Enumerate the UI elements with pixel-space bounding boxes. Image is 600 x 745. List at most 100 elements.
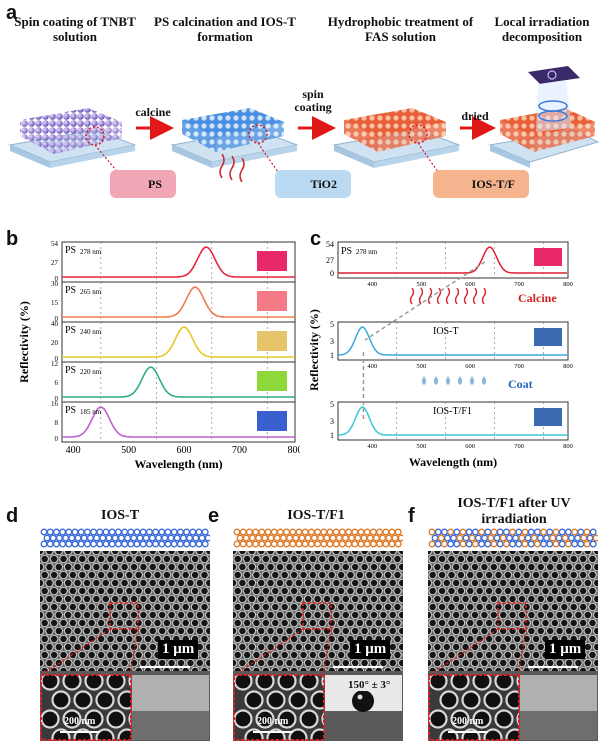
panel-c-photo-0 xyxy=(534,248,562,266)
panel-c-step-coat: Coat xyxy=(508,377,533,391)
panel-b-ytick-0-1: 27 xyxy=(51,259,59,267)
panel-b-ytick-2-2: 0 xyxy=(55,355,59,363)
ios-tf-uv-film xyxy=(500,66,595,152)
panel-c-ytick-1-2: 1 xyxy=(330,351,334,360)
panel-b-ytick-1-1: 15 xyxy=(51,299,59,307)
panel-b-frame-4 xyxy=(61,401,296,443)
arrow-label-spin-coating: spin coating xyxy=(294,87,332,114)
panel-b-ytick-1-0: 30 xyxy=(51,280,59,288)
panel-c-xtick-1-1: 500 xyxy=(416,363,426,370)
panel-b-ytick-2-1: 20 xyxy=(51,339,59,347)
panel-b-ytick-3-1: 6 xyxy=(55,379,59,387)
panel-b-photo-0 xyxy=(257,251,287,271)
panel-c-xtick-1-4: 800 xyxy=(563,363,573,370)
panel-b-xtick-0: 400 xyxy=(66,445,81,456)
panel-d-label: d xyxy=(6,505,19,527)
panel-b-row-size-2: 240 nm xyxy=(80,328,102,336)
panel-b-ytick-4-0: 16 xyxy=(51,400,59,408)
panel-b-ytick-0-0: 54 xyxy=(51,240,59,248)
step-1-title: Spin coating of TNBT solution xyxy=(14,14,136,44)
panel-b-row-size-0: 278 nm xyxy=(80,248,102,256)
panel-d-title: IOS-T xyxy=(100,508,140,523)
arrow-label-dried: dried xyxy=(461,109,489,123)
panel-c-xtick-0-3: 700 xyxy=(514,281,524,288)
panel-b-spectrum-0 xyxy=(62,246,295,278)
panel-a-label: a xyxy=(6,2,18,24)
panel-b-xtick-4: 800 xyxy=(288,445,301,456)
contact-angle-label: 150° ± 3° xyxy=(346,679,393,691)
panel-b-photo-1 xyxy=(257,291,287,311)
panel-c-frame-1 xyxy=(337,321,569,361)
panel-c-xtick-1-3: 700 xyxy=(514,363,524,370)
panel-f-title: IOS-T/F1 after UV irradiation xyxy=(457,496,571,527)
panel-b-row-name-0: PS xyxy=(65,245,76,256)
heat-waves-icon xyxy=(219,153,245,183)
panel-c-xtick-1-0: 400 xyxy=(367,363,377,370)
panel-b-ytick-0-2: 0 xyxy=(55,275,59,283)
uv-mask-icon xyxy=(528,66,580,84)
panel-c-spectrum-1 xyxy=(338,326,567,356)
panel-c-chart: PS 278 nm 54 27 0 400 500 600 700 800 IOS-T 5 3 1 400 5… xyxy=(307,240,573,469)
panel-b-row-size-3: 220 nm xyxy=(80,368,102,376)
panel-c-xtick-2-3: 700 xyxy=(514,443,524,450)
panel-c-xtick-2-4: 800 xyxy=(563,443,573,450)
panel-e-scalebar: 1 μm xyxy=(350,640,391,659)
panel-c-ytick-0-2: 0 xyxy=(330,269,334,278)
panel-b-row-name-3: PS xyxy=(65,365,76,376)
panel-c-frame-2 xyxy=(337,401,569,441)
panel-b-photo-2 xyxy=(257,331,287,351)
panel-c-xtick-2-1: 500 xyxy=(416,443,426,450)
panel-b-xlabel: Wavelength (nm) xyxy=(134,457,222,471)
panel-c-row-name-1: IOS-T xyxy=(433,326,459,337)
panel-b-photo-3 xyxy=(257,371,287,391)
panel-b-row-size-4: 185 nm xyxy=(80,408,102,416)
panel-c-ytick-2-0: 5 xyxy=(330,400,334,409)
panel-b-xtick-2: 600 xyxy=(177,445,192,456)
panel-c-ytick-1-0: 5 xyxy=(330,320,334,329)
panel-c-xtick-0-0: 400 xyxy=(367,281,377,288)
panel-b-row-size-1: 265 nm xyxy=(80,288,102,296)
panel-c-row-name-2: IOS-T/F1 xyxy=(433,406,472,417)
panel-b-row-name-2: PS xyxy=(65,325,76,336)
panel-b-xtick-1: 500 xyxy=(121,445,136,456)
panel-b-photo-4 xyxy=(257,411,287,431)
ps-opal-film xyxy=(20,108,122,154)
panel-c-xtick-0-4: 800 xyxy=(563,281,573,288)
panel-c-ytick-1-1: 3 xyxy=(330,337,334,346)
panel-b-spectrum-3 xyxy=(62,366,295,398)
legend-iost-f: IOS-T/F xyxy=(433,170,529,198)
panel-f-label: f xyxy=(408,505,415,527)
panel-b-spectrum-1 xyxy=(62,286,295,318)
panel-c-xtick-2-0: 400 xyxy=(367,443,377,450)
panel-b-ytick-3-0: 12 xyxy=(51,360,59,368)
panel-b-row-name-1: PS xyxy=(65,285,76,296)
panel-e-structure-bar xyxy=(233,528,403,550)
panel-e-label: e xyxy=(208,505,220,527)
panel-b-ytick-1-2: 0 xyxy=(55,315,59,323)
panel-c-ytick-2-2: 1 xyxy=(330,431,334,440)
calcine-waves-icon xyxy=(409,287,487,305)
panel-c-label: c xyxy=(310,228,322,250)
panel-a-schematic xyxy=(8,66,600,194)
panel-d-scalebar: 1 μm xyxy=(158,640,199,659)
arrow-label-calcine: calcine xyxy=(135,105,171,119)
step-3-title: Hydrophobic treatment of FAS solution xyxy=(327,14,474,44)
panel-b-label: b xyxy=(6,228,19,250)
panel-c-row-name-0: PS xyxy=(341,246,352,257)
panel-d-inset-scale: 200 nm xyxy=(64,716,96,727)
panel-b-ytick-2-0: 40 xyxy=(51,320,59,328)
panel-c-photo-1 xyxy=(534,328,562,346)
panel-c-xtick-2-2: 600 xyxy=(465,443,475,450)
panel-c-step-calcine: Calcine xyxy=(518,291,557,305)
panel-b-spectrum-2 xyxy=(62,326,295,358)
panel-c-frame-0 xyxy=(337,241,569,279)
coat-droplets-icon xyxy=(422,376,486,385)
panel-c-ytick-0-1: 27 xyxy=(326,256,334,265)
peak-shift-arrow xyxy=(364,261,486,341)
step-4-title: Local irradiation decomposition xyxy=(494,14,590,44)
panel-c-spectrum-2 xyxy=(338,406,567,436)
legend-tio2: TiO2 xyxy=(275,170,351,198)
panel-c-ytick-0-0: 54 xyxy=(326,240,334,249)
panel-b-ytick-4-2: 0 xyxy=(55,435,59,443)
